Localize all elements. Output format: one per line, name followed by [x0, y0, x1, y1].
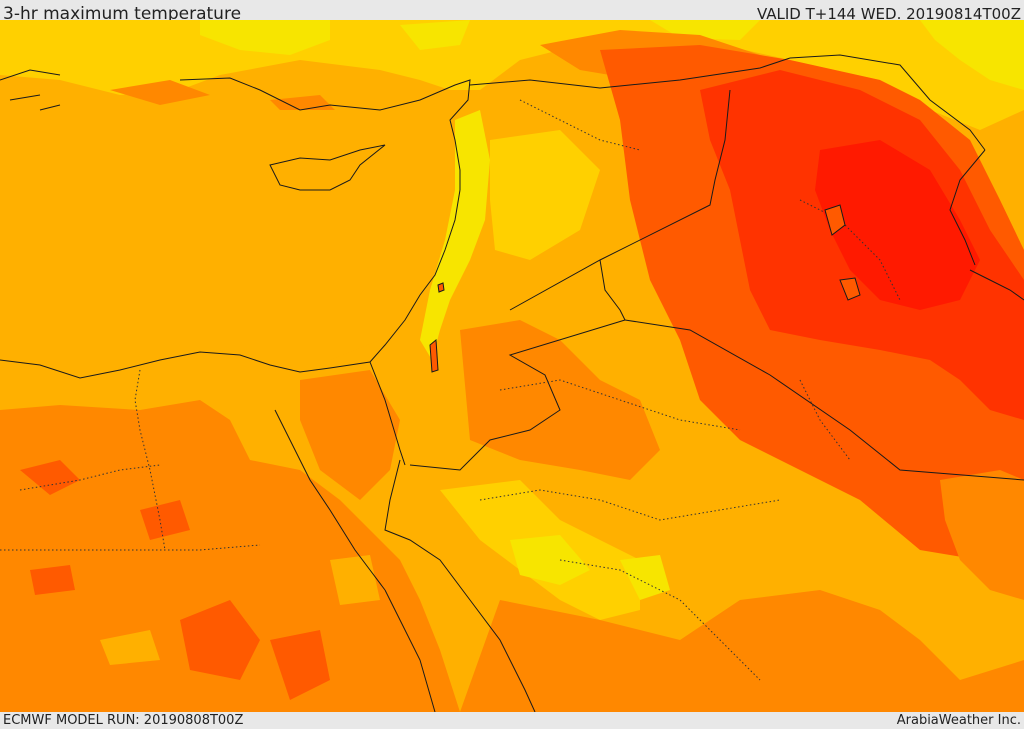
- egypt-sudan-border: [0, 544, 261, 551]
- egypt-north-coast: [0, 351, 371, 379]
- jordan-orange: [460, 320, 660, 480]
- temperature-map-svg: [0, 20, 1024, 712]
- map-title: 3-hr maximum temperature: [3, 4, 242, 24]
- borders: [369, 54, 1024, 481]
- credit-label: ArabiaWeather Inc.: [896, 713, 1021, 728]
- gulf-orange: [940, 470, 1024, 600]
- aegean-islands: [0, 69, 61, 111]
- province-line-7: [19, 464, 161, 491]
- model-run-label: ECMWF MODEL RUN: 20190808T00Z: [3, 713, 244, 728]
- sea-of-galilee: [437, 282, 445, 293]
- saudi-light-yellow: [510, 535, 670, 600]
- aqaba-red-sea-east-coast: [384, 459, 536, 712]
- coastlines: [0, 69, 1024, 712]
- syria-yellow-patch: [490, 130, 600, 260]
- lake-razazah: [839, 277, 861, 301]
- lake-tharthar: [824, 204, 846, 236]
- suez-gulf-coast: [274, 409, 386, 591]
- iraq-deep-red: [815, 140, 980, 310]
- syria-iraq-border: [509, 89, 731, 311]
- saudi-iraq-border: [624, 319, 1024, 481]
- israel-egypt-border: [369, 361, 406, 466]
- turkey-bright-yellow: [200, 20, 1024, 90]
- cyprus-coast: [269, 144, 386, 191]
- jordan-iraq-border: [599, 259, 626, 321]
- red-sea-west-coast: [384, 589, 436, 712]
- province-line-6: [799, 199, 901, 301]
- iraq-iran-border: [949, 149, 986, 266]
- lakes: [429, 204, 861, 373]
- mediterranean-sea: [0, 110, 455, 360]
- turkey-orange-patch: [110, 30, 760, 120]
- valid-time-label: VALID T+144 WED. 20190814T00Z: [756, 5, 1021, 23]
- iraq-turkey-border: [789, 54, 986, 151]
- internal-boundaries: [0, 99, 901, 681]
- province-line-3: [559, 559, 761, 681]
- persian-gulf-coast: [969, 269, 1024, 301]
- egypt-yellow-blobs: [100, 410, 380, 665]
- jordan-saudi-border: [409, 319, 626, 471]
- egypt-orange-region: [0, 400, 460, 712]
- egypt-libya-border: [134, 369, 166, 551]
- province-line-2: [479, 489, 781, 521]
- temperature-map: [0, 20, 1024, 712]
- syria-turkey-border: [469, 57, 791, 89]
- turkey-south-coast: [179, 77, 471, 190]
- province-line-1: [499, 379, 741, 431]
- sinai-orange: [300, 370, 400, 500]
- levant-coast: [369, 189, 461, 363]
- levant-yellow-strip: [420, 110, 490, 360]
- egypt-red-blobs: [20, 460, 330, 700]
- saudi-orange: [460, 590, 1024, 712]
- dead-sea: [429, 338, 439, 373]
- province-line-4: [799, 379, 851, 461]
